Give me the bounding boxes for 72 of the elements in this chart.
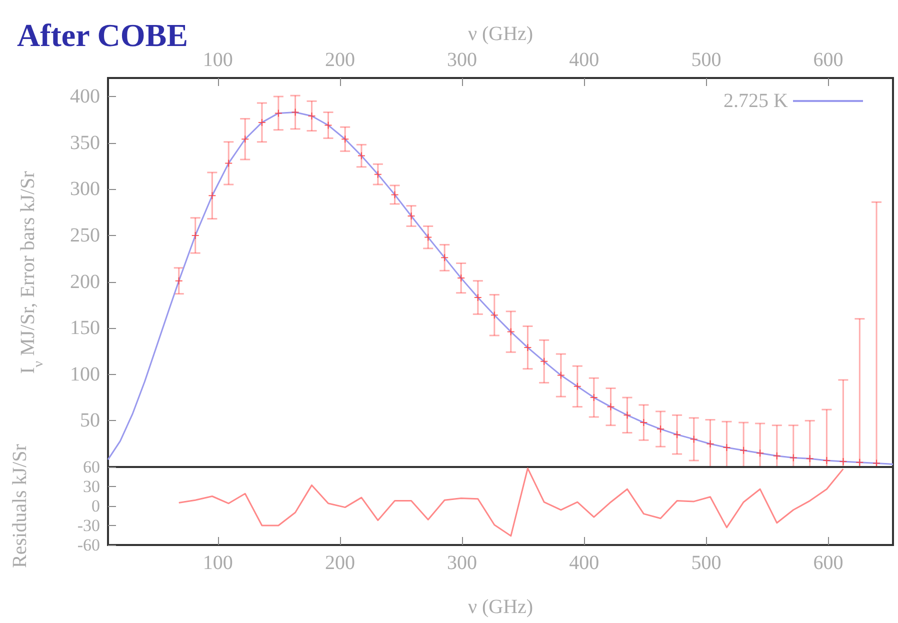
point — [623, 411, 632, 420]
y-tick-label: 0 — [92, 496, 100, 516]
y-tick-label: 150 — [70, 317, 100, 340]
point — [191, 231, 200, 240]
x-tick-label: 600 — [813, 552, 844, 574]
point — [374, 170, 382, 178]
point — [291, 108, 300, 116]
x-tick-label: 600 — [813, 49, 844, 71]
y-tick-label: 30 — [83, 477, 100, 496]
x-tick-label: 300 — [447, 49, 478, 71]
point — [590, 394, 598, 402]
point — [722, 444, 731, 452]
point — [806, 454, 814, 463]
point — [772, 452, 781, 460]
point — [390, 190, 399, 199]
y-tick-label: 350 — [70, 132, 100, 154]
x-tick-label: 400 — [569, 552, 600, 574]
x-tick-label: 400 — [569, 49, 600, 71]
line-series — [178, 468, 844, 537]
point — [756, 449, 764, 458]
y-tick-label: 300 — [70, 178, 100, 200]
x-tick-label: 500 — [691, 49, 722, 71]
x-tick-label: 100 — [202, 49, 233, 71]
point — [640, 418, 648, 427]
point — [490, 311, 498, 320]
point — [274, 109, 282, 118]
point — [573, 382, 582, 390]
point — [706, 440, 714, 448]
point — [690, 435, 698, 444]
point — [440, 254, 449, 262]
line-series — [107, 112, 894, 465]
point — [606, 402, 615, 411]
y-tick-label: 60 — [83, 458, 100, 476]
point — [424, 233, 432, 242]
y-axis-title: Residuals kJ/Sr — [9, 444, 31, 568]
point — [540, 357, 548, 366]
chart-title: After COBE — [17, 17, 188, 53]
y-tick-label: 100 — [70, 363, 100, 386]
x-tick-label: 500 — [691, 552, 722, 574]
x-tick-label: 200 — [324, 49, 355, 71]
y-tick-label: 400 — [70, 86, 100, 108]
y-tick-label: 50 — [80, 410, 100, 432]
point — [407, 212, 416, 220]
x-tick-label: 100 — [202, 552, 233, 574]
x-axis-title: ν (GHz) — [468, 23, 534, 45]
point — [324, 121, 332, 130]
point — [357, 152, 366, 160]
point — [208, 192, 216, 200]
point — [789, 454, 798, 462]
point — [474, 294, 482, 302]
point — [740, 446, 748, 454]
x-axis-title: ν (GHz) — [468, 596, 534, 618]
point — [524, 344, 532, 352]
point — [241, 135, 250, 144]
point — [556, 371, 565, 380]
x-tick-label: 300 — [447, 552, 478, 574]
point — [506, 328, 515, 336]
point — [174, 276, 183, 285]
y-tick-label: 200 — [70, 270, 100, 293]
x-tick-label: 200 — [324, 552, 355, 574]
y-tick-label: 250 — [70, 224, 100, 246]
point — [224, 159, 233, 168]
point — [308, 112, 316, 120]
point — [656, 425, 665, 434]
point — [457, 274, 466, 282]
point — [258, 118, 266, 126]
y-tick-label: -30 — [77, 516, 100, 535]
y-axis-title: Iν MJ/Sr, Error bars kJ/Sr — [17, 170, 46, 374]
point — [673, 430, 682, 439]
y-tick-label: -60 — [77, 536, 100, 554]
point — [341, 135, 350, 144]
legend-label: 2.725 K — [724, 90, 789, 112]
